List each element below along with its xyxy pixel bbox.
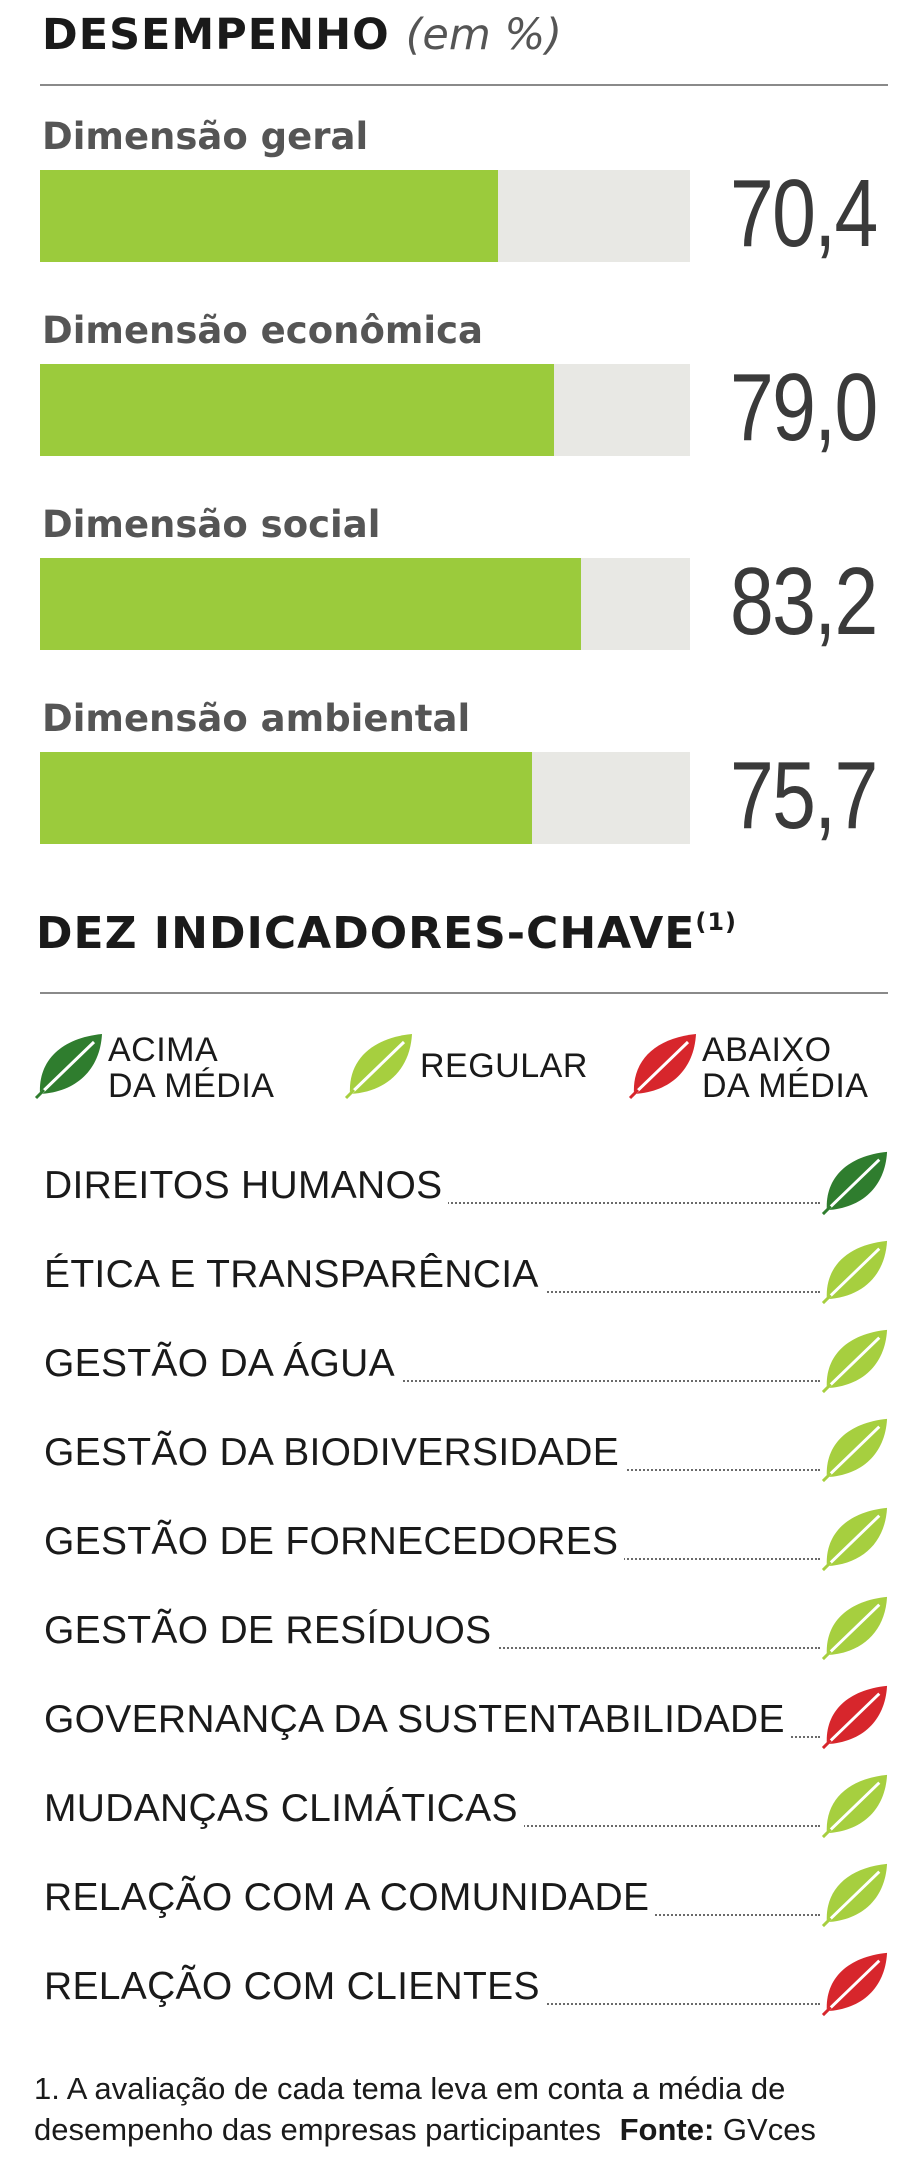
indicator-label: RELAÇÃO COM CLIENTES bbox=[44, 1965, 546, 2009]
light-green-leaf-icon bbox=[821, 1329, 888, 1394]
bar-label: Dimensão geral bbox=[42, 115, 369, 158]
bar-value-label: 83,2 bbox=[730, 548, 878, 655]
legend-abaixo-line2: DA MÉDIA bbox=[702, 1067, 869, 1105]
indicator-row: RELAÇÃO COM CLIENTES bbox=[44, 1949, 890, 2019]
legend-acima-label: ACIMA DA MÉDIA bbox=[108, 1032, 274, 1104]
legend-abaixo-label: ABAIXO DA MÉDIA bbox=[702, 1032, 868, 1104]
indicator-label: GESTÃO DA ÁGUA bbox=[44, 1342, 401, 1386]
light-green-leaf-icon bbox=[344, 1034, 412, 1100]
red-leaf-icon bbox=[821, 1685, 888, 1750]
bar-track bbox=[40, 752, 690, 844]
legend-acima-line2: DA MÉDIA bbox=[108, 1067, 275, 1105]
dotted-leader bbox=[44, 1380, 820, 1382]
title-divider bbox=[40, 84, 888, 86]
bar-fill bbox=[40, 558, 581, 650]
light-green-leaf-icon bbox=[821, 1418, 888, 1483]
light-green-leaf-icon bbox=[821, 1863, 888, 1928]
legend-regular-line1: REGULAR bbox=[420, 1047, 588, 1085]
light-green-leaf-icon bbox=[821, 1596, 888, 1661]
indicator-label: RELAÇÃO COM A COMUNIDADE bbox=[44, 1876, 656, 1920]
bar-label: Dimensão ambiental bbox=[42, 697, 471, 740]
indicator-label: MUDANÇAS CLIMÁTICAS bbox=[44, 1787, 524, 1831]
indicator-row: ÉTICA E TRANSPARÊNCIA bbox=[44, 1237, 890, 1307]
indicator-status bbox=[820, 1593, 890, 1661]
legend-acima bbox=[34, 1030, 104, 1100]
indicator-row: GESTÃO DA ÁGUA bbox=[44, 1326, 890, 1396]
indicator-row: GESTÃO DA BIODIVERSIDADE bbox=[44, 1415, 890, 1485]
performance-bar-chart: Dimensão geral 70,4 Dimensão econômica 79,0… bbox=[0, 0, 923, 860]
indicator-label: GESTÃO DE RESÍDUOS bbox=[44, 1609, 498, 1653]
legend-abaixo bbox=[628, 1030, 698, 1100]
performance-title: DESEMPENHO (em %) bbox=[42, 10, 562, 60]
indicator-label: GESTÃO DE FORNECEDORES bbox=[44, 1520, 625, 1564]
indicator-row: GOVERNANÇA DA SUSTENTABILIDADE bbox=[44, 1682, 890, 1752]
indicators-divider bbox=[40, 992, 888, 994]
legend-acima-line1: ACIMA bbox=[108, 1031, 219, 1069]
source-name: GVces bbox=[722, 2112, 816, 2147]
bar-value-label: 75,7 bbox=[730, 742, 878, 849]
dark-green-leaf-icon bbox=[34, 1034, 102, 1100]
indicator-status bbox=[820, 1860, 890, 1928]
bar-track bbox=[40, 558, 690, 650]
dark-green-leaf-icon bbox=[821, 1151, 888, 1216]
red-leaf-icon bbox=[628, 1034, 696, 1100]
bar-label: Dimensão econômica bbox=[42, 309, 484, 352]
indicator-row: MUDANÇAS CLIMÁTICAS bbox=[44, 1771, 890, 1841]
indicator-row: RELAÇÃO COM A COMUNIDADE bbox=[44, 1860, 890, 1930]
footnote: 1. A avaliação de cada tema leva em cont… bbox=[34, 2068, 816, 2150]
indicator-label: GOVERNANÇA DA SUSTENTABILIDADE bbox=[44, 1698, 791, 1742]
legend-abaixo-line1: ABAIXO bbox=[702, 1031, 832, 1069]
source-label: Fonte: bbox=[619, 2112, 715, 2147]
indicators-title-text: DEZ INDICADORES-CHAVE bbox=[36, 908, 696, 959]
indicator-label: ÉTICA E TRANSPARÊNCIA bbox=[44, 1253, 545, 1297]
indicator-status bbox=[820, 1771, 890, 1839]
indicator-status bbox=[820, 1682, 890, 1750]
red-leaf-icon bbox=[821, 1952, 888, 2017]
bar-track bbox=[40, 170, 690, 262]
indicator-status bbox=[820, 1949, 890, 2017]
legend-regular bbox=[344, 1030, 414, 1100]
indicator-label: GESTÃO DA BIODIVERSIDADE bbox=[44, 1431, 626, 1475]
footnote-line2-text: desempenho das empresas participantes bbox=[34, 2112, 601, 2147]
bar-label: Dimensão social bbox=[42, 503, 381, 546]
indicator-status bbox=[820, 1415, 890, 1483]
light-green-leaf-icon bbox=[821, 1507, 888, 1572]
bar-value-label: 79,0 bbox=[730, 354, 878, 461]
footnote-line2: desempenho das empresas participantes Fo… bbox=[34, 2109, 816, 2150]
indicator-label: DIREITOS HUMANOS bbox=[44, 1164, 449, 1208]
indicator-status bbox=[820, 1237, 890, 1305]
bar-track bbox=[40, 364, 690, 456]
light-green-leaf-icon bbox=[821, 1774, 888, 1839]
performance-subtitle: (em %) bbox=[405, 10, 563, 60]
footnote-marker: (1) bbox=[695, 908, 737, 936]
indicator-row: GESTÃO DE FORNECEDORES bbox=[44, 1504, 890, 1574]
indicators-title: DEZ INDICADORES-CHAVE(1) bbox=[36, 908, 737, 959]
indicator-status bbox=[820, 1326, 890, 1394]
light-green-leaf-icon bbox=[821, 1240, 888, 1305]
indicator-row: GESTÃO DE RESÍDUOS bbox=[44, 1593, 890, 1663]
legend-regular-label: REGULAR bbox=[420, 1048, 588, 1084]
performance-title-text: DESEMPENHO bbox=[42, 10, 390, 60]
bar-fill bbox=[40, 752, 533, 844]
indicator-row: DIREITOS HUMANOS bbox=[44, 1148, 890, 1218]
bar-value-label: 70,4 bbox=[730, 160, 878, 267]
bar-fill bbox=[40, 170, 498, 262]
footnote-line1: 1. A avaliação de cada tema leva em cont… bbox=[34, 2071, 786, 2106]
indicator-status bbox=[820, 1504, 890, 1572]
indicator-status bbox=[820, 1148, 890, 1216]
bar-fill bbox=[40, 364, 554, 456]
